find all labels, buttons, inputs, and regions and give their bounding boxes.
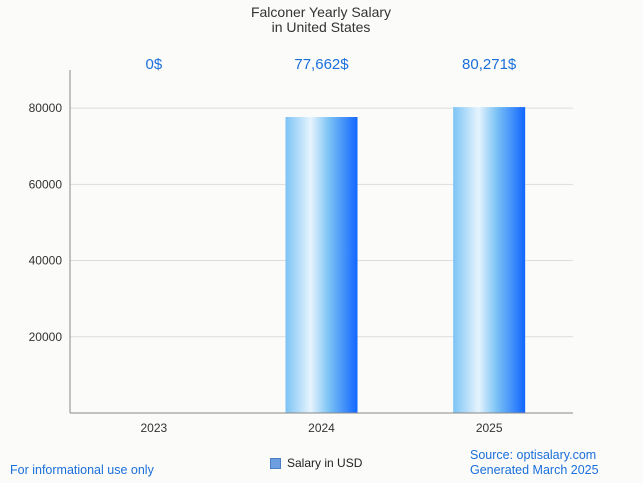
source-block: Source: optisalary.com Generated March 2… <box>470 448 599 478</box>
chart-title-line-1: Falconer Yearly Salary <box>251 4 391 20</box>
y-tick-label: 60000 <box>29 177 63 191</box>
y-axis-ticks: 20000 40000 60000 80000 <box>29 101 63 344</box>
legend: Salary in USD <box>270 456 362 470</box>
bar-2025 <box>453 107 526 413</box>
data-label-2023: 0$ <box>145 56 162 73</box>
legend-swatch <box>270 457 281 469</box>
source-link[interactable]: Source: optisalary.com <box>470 448 597 462</box>
y-tick-label: 80000 <box>29 101 63 115</box>
generated-date: Generated March 2025 <box>470 463 599 477</box>
data-labels: 0$ 77,662$ 80,271$ <box>145 56 516 73</box>
disclaimer-text: For informational use only <box>10 463 154 477</box>
bar-2024 <box>285 117 358 414</box>
y-tick-label: 20000 <box>29 330 63 344</box>
x-tick-label: 2025 <box>476 421 503 435</box>
x-axis-ticks: 2023 2024 2025 <box>140 421 502 435</box>
y-tick-label: 40000 <box>29 254 63 268</box>
data-label-2025: 80,271$ <box>462 56 517 73</box>
legend-label: Salary in USD <box>287 456 363 470</box>
chart-title-line-2: in United States <box>272 19 371 35</box>
bars <box>285 107 526 414</box>
x-tick-label: 2023 <box>140 421 167 435</box>
x-tick-label: 2024 <box>308 421 335 435</box>
data-label-2024: 77,662$ <box>294 56 349 73</box>
